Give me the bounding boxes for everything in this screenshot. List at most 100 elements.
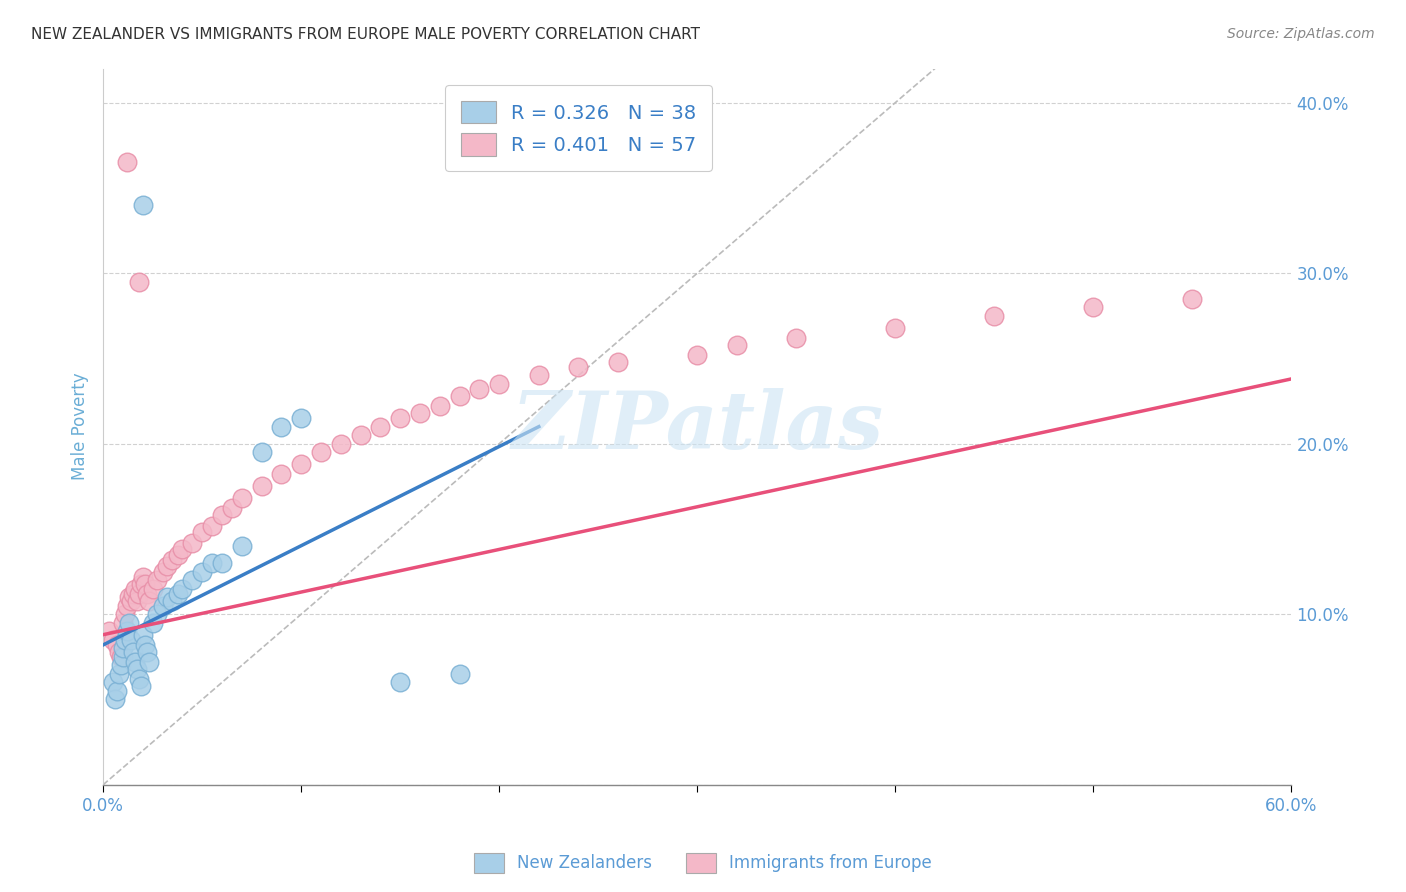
Point [181, 573, 204, 587]
Point [132, 628, 155, 642]
Point [129, 679, 152, 693]
Point [111, 615, 134, 630]
Point [121, 587, 143, 601]
Point [449, 389, 471, 403]
Point [370, 419, 392, 434]
Point [135, 645, 157, 659]
Point [162, 593, 184, 607]
Point [211, 508, 233, 523]
Point [145, 607, 167, 622]
Point [167, 587, 190, 601]
Point [250, 479, 273, 493]
Point [132, 570, 155, 584]
Point [125, 593, 148, 607]
Point [155, 590, 177, 604]
Point [121, 645, 143, 659]
Point [118, 615, 141, 630]
Point [108, 667, 131, 681]
Point [115, 599, 138, 613]
Point [124, 582, 146, 596]
Point [231, 491, 253, 506]
Point [409, 406, 432, 420]
Point [111, 641, 134, 656]
Point [115, 155, 138, 169]
Point [104, 692, 127, 706]
Text: Source: ZipAtlas.com: Source: ZipAtlas.com [1227, 27, 1375, 41]
Point [155, 559, 177, 574]
Point [468, 382, 491, 396]
Point [118, 590, 141, 604]
Point [128, 275, 150, 289]
Point [145, 573, 167, 587]
Point [488, 376, 510, 391]
Point [132, 198, 155, 212]
Point [110, 658, 132, 673]
Point [221, 501, 243, 516]
Point [389, 411, 412, 425]
Point [429, 399, 451, 413]
Point [134, 638, 156, 652]
Point [686, 348, 709, 362]
Point [101, 632, 124, 647]
Point [111, 649, 134, 664]
Point [162, 552, 184, 566]
Point [607, 355, 630, 369]
Point [135, 587, 157, 601]
Point [785, 331, 807, 345]
Point [134, 576, 156, 591]
Point [290, 411, 312, 425]
Point [309, 445, 332, 459]
Point [128, 672, 150, 686]
Y-axis label: Male Poverty: Male Poverty [72, 373, 89, 481]
Point [884, 320, 907, 334]
Point [105, 684, 128, 698]
Point [128, 587, 150, 601]
Point [138, 593, 160, 607]
Point [250, 445, 273, 459]
Point [98, 624, 121, 639]
Point [115, 624, 138, 639]
Point [201, 556, 224, 570]
Point [105, 638, 128, 652]
Point [290, 457, 312, 471]
Point [120, 632, 142, 647]
Point [270, 419, 292, 434]
Point [125, 662, 148, 676]
Point [725, 338, 748, 352]
Point [1083, 300, 1105, 314]
Point [120, 593, 142, 607]
Point [270, 467, 292, 482]
Point [527, 368, 550, 383]
Point [142, 615, 165, 630]
Point [172, 542, 194, 557]
Point [124, 655, 146, 669]
Text: ZIPatlas: ZIPatlas [512, 388, 883, 466]
Point [201, 518, 224, 533]
Point [449, 667, 471, 681]
Point [138, 655, 160, 669]
Point [389, 675, 412, 690]
Point [191, 525, 214, 540]
Point [114, 607, 136, 622]
Point [349, 428, 371, 442]
Point [110, 649, 132, 664]
Text: NEW ZEALANDER VS IMMIGRANTS FROM EUROPE MALE POVERTY CORRELATION CHART: NEW ZEALANDER VS IMMIGRANTS FROM EUROPE … [31, 27, 700, 42]
Point [329, 436, 352, 450]
Point [129, 576, 152, 591]
Legend: New Zealanders, Immigrants from Europe: New Zealanders, Immigrants from Europe [467, 847, 939, 880]
Point [983, 309, 1005, 323]
Point [181, 535, 204, 549]
Point [152, 599, 174, 613]
Point [167, 548, 190, 562]
Point [142, 582, 165, 596]
Point [108, 645, 131, 659]
Point [567, 359, 589, 374]
Point [1181, 292, 1204, 306]
Point [152, 565, 174, 579]
Point [172, 582, 194, 596]
Point [191, 565, 214, 579]
Point [211, 556, 233, 570]
Point [114, 632, 136, 647]
Point [101, 675, 124, 690]
Point [231, 539, 253, 553]
